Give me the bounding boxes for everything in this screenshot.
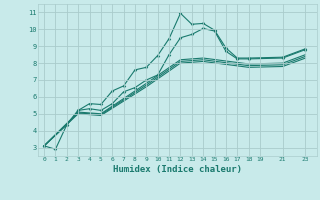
X-axis label: Humidex (Indice chaleur): Humidex (Indice chaleur) <box>113 165 242 174</box>
